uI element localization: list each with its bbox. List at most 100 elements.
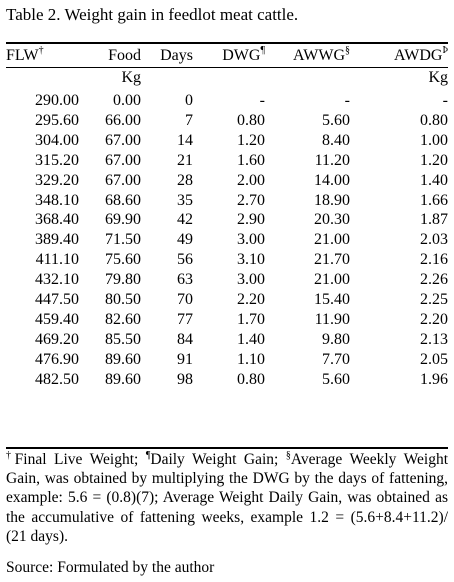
table-cell: 80.50	[105, 291, 141, 309]
table-cell: 2.20	[420, 310, 448, 328]
table-cell: 21.00	[314, 271, 350, 289]
unit-awdg: Kg	[428, 69, 448, 86]
table-cell: 82.60	[105, 310, 141, 328]
table-cell: 85.50	[105, 330, 141, 348]
table-cell: 0.80	[420, 111, 448, 129]
table-cell: 69.90	[105, 211, 141, 229]
table-cell: 20.30	[314, 211, 350, 229]
footnote-dwg: Daily Weight Gain;	[150, 451, 286, 468]
weight-gain-table: FLW† Food Days DWG¶ AWWG§ AWDGÞ Kg Kg 29…	[6, 45, 448, 390]
table-cell: 2.13	[420, 330, 448, 348]
table-cell: 0.80	[237, 111, 265, 129]
header-dwg: DWG¶	[222, 45, 265, 65]
table-cell: 67.00	[105, 131, 141, 149]
unit-dwg	[193, 67, 265, 89]
table-cell: 3.00	[237, 231, 265, 249]
table-cell: 42	[177, 211, 193, 229]
table-row: 476.90 89.60 91 1.10 7.70 2.05	[6, 350, 448, 370]
table-row: 290.00 0.00 0 - - -	[6, 89, 448, 111]
footnote-mark-flw: †	[6, 450, 15, 461]
units-row: Kg Kg	[6, 67, 448, 89]
table-row: 329.20 67.00 28 2.00 14.00 1.40	[6, 171, 448, 191]
table-cell: 2.03	[420, 231, 448, 249]
table-cell: 411.10	[35, 251, 79, 269]
table-row: 411.10 75.60 56 3.10 21.70 2.16	[6, 250, 448, 270]
table-cell: -	[442, 92, 448, 109]
table-cell: 1.60	[237, 151, 265, 169]
table-cell: 89.60	[105, 350, 141, 368]
table-cell: 67.00	[105, 171, 141, 189]
table-cell: 2.25	[420, 291, 448, 309]
table-cell: 21.70	[314, 251, 350, 269]
footnote-mark-dwg: ¶	[145, 450, 151, 461]
table-cell: 2.05	[420, 350, 448, 368]
table-cell: 89.60	[105, 370, 141, 388]
table-cell: 2.70	[237, 191, 265, 209]
table-cell: 14.00	[314, 171, 350, 189]
table-cell: 459.40	[35, 310, 79, 328]
table-row: 469.20 85.50 84 1.40 9.80 2.13	[6, 330, 448, 350]
table-cell: 389.40	[35, 231, 79, 249]
table-cell: 98	[177, 370, 193, 388]
table-cell: 295.60	[35, 111, 79, 129]
unit-flw	[6, 67, 79, 89]
table-cell: 304.00	[35, 131, 79, 149]
table-cell: 77	[177, 310, 193, 328]
table-cell: 28	[177, 171, 193, 189]
table-cell: 18.90	[314, 191, 350, 209]
table-cell: 79.80	[105, 271, 141, 289]
table-row: 295.60 66.00 7 0.80 5.60 0.80	[6, 111, 448, 131]
table-cell: 348.10	[35, 191, 79, 209]
table-cell: 84	[177, 330, 193, 348]
table-cell: 14	[177, 131, 193, 149]
table-cell: 11.20	[314, 151, 350, 169]
table-cell: 1.00	[420, 131, 448, 149]
table-cell: 9.80	[322, 330, 350, 348]
table-body: 290.00 0.00 0 - - - 295.60 66.00 7 0.80 5.60 0.80 30…	[6, 89, 448, 390]
table-title: Table 2. Weight gain in feedlot meat cat…	[6, 5, 299, 24]
table-cell: 71.50	[105, 231, 141, 249]
table-cell: 469.20	[35, 330, 79, 348]
unit-days	[141, 67, 193, 89]
table-cell: 21	[177, 151, 193, 169]
table-cell: 7	[185, 111, 193, 129]
table-cell: 75.60	[105, 251, 141, 269]
bottom-rule	[6, 447, 448, 449]
footnote-awwg: Average Weekly Weight Gain, was obtained…	[6, 451, 449, 545]
table-cell: 5.60	[322, 370, 350, 388]
table-cell: 1.66	[420, 191, 448, 209]
table-cell: 0.80	[237, 370, 265, 388]
top-rule	[6, 42, 448, 44]
table-cell: 1.20	[420, 151, 448, 169]
table-cell: 2.20	[237, 291, 265, 309]
table-cell: 15.40	[314, 291, 350, 309]
table-row: 368.40 69.90 42 2.90 20.30 1.87	[6, 210, 448, 230]
table-cell: -	[259, 92, 265, 109]
table-cell: 290.00	[35, 92, 79, 109]
table-row: 447.50 80.50 70 2.20 15.40 2.25	[6, 290, 448, 310]
unit-awwg	[265, 67, 350, 89]
table-cell: 63	[177, 271, 193, 289]
table-cell: 432.10	[35, 271, 79, 289]
table-cell: 21.00	[314, 231, 350, 249]
table-cell: 315.20	[35, 151, 79, 169]
table-cell: 68.60	[105, 191, 141, 209]
table-row: 432.10 79.80 63 3.00 21.00 2.26	[6, 270, 448, 290]
table-row: 348.10 68.60 35 2.70 18.90 1.66	[6, 191, 448, 211]
table-row: 459.40 82.60 77 1.70 11.90 2.20	[6, 310, 448, 330]
table-cell: 7.70	[322, 350, 350, 368]
table-cell: -	[344, 92, 350, 109]
footnote-flw: Final Live Weight;	[14, 451, 146, 468]
table-cell: 91	[177, 350, 193, 368]
table-cell: 1.40	[237, 330, 265, 348]
header-row: FLW† Food Days DWG¶ AWWG§ AWDGÞ	[6, 45, 448, 67]
table-cell: 2.90	[237, 211, 265, 229]
table-row: 482.50 89.60 98 0.80 5.60 1.96	[6, 370, 448, 390]
header-flw: FLW†	[6, 45, 44, 65]
source-note: Source: Formulated by the author	[6, 559, 215, 576]
header-food: Food	[108, 47, 141, 64]
unit-food: Kg	[121, 69, 141, 86]
table-cell: 1.70	[237, 310, 265, 328]
table-row: 389.40 71.50 49 3.00 21.00 2.03	[6, 230, 448, 250]
table-cell: 67.00	[105, 151, 141, 169]
